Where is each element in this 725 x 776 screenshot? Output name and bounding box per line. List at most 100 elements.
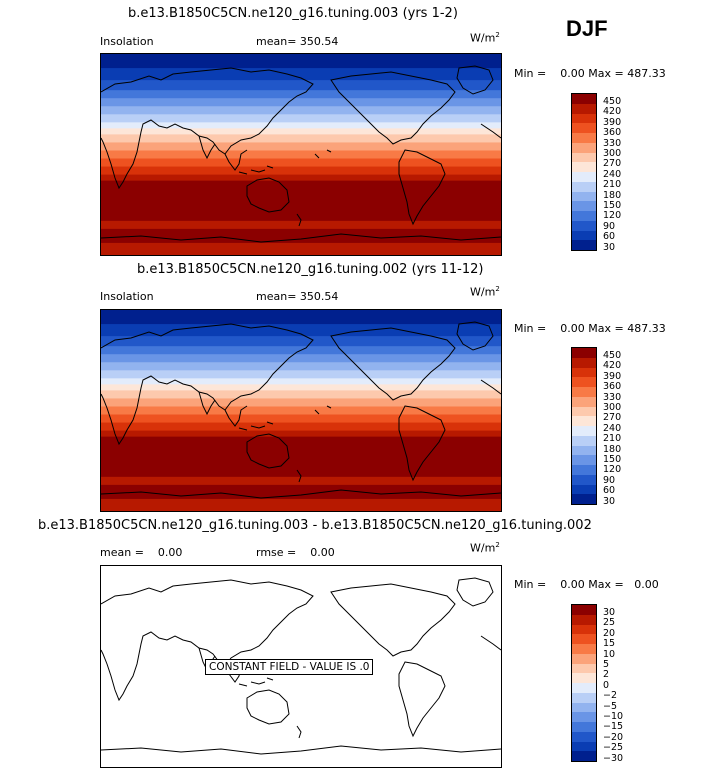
colorbar-swatch [572, 614, 596, 625]
colorbar-swatch [572, 722, 596, 732]
color-band [101, 106, 501, 115]
panel2-colorbar [571, 347, 597, 505]
colorbar-tick-label: 60 [603, 231, 616, 243]
color-band [101, 406, 501, 416]
color-band [101, 180, 501, 222]
colorbar-tick-label: 30 [603, 607, 616, 618]
colorbar-tick-label: 30 [603, 241, 616, 253]
panel2-field [101, 310, 501, 511]
panel3-title: b.e13.B1850C5CN.ne120_g16.tuning.003 - b… [38, 518, 592, 533]
coastline [456, 577, 494, 607]
coastline [330, 327, 456, 401]
constant-field-label: CONSTANT FIELD - VALUE IS .0 [205, 659, 374, 675]
panel3-minmax: Min = 0.00 Max = 0.00 [514, 578, 659, 591]
coastline [398, 405, 446, 482]
colorbar-tick-label: 270 [603, 412, 622, 424]
color-band [101, 54, 501, 69]
colorbar-tick-label: 420 [603, 360, 622, 372]
colorbar-swatch [572, 94, 596, 104]
color-band [101, 128, 501, 135]
coastline [398, 149, 446, 226]
colorbar-swatch [572, 377, 596, 387]
coastline [456, 321, 494, 351]
color-band [101, 122, 501, 129]
colorbar-swatch [572, 240, 596, 250]
color-band [101, 370, 501, 379]
panel1-color-bands [101, 54, 501, 255]
colorbar-swatch [572, 142, 596, 153]
colorbar-tick-label: 180 [603, 443, 622, 455]
panel3-rmse: rmse = 0.00 [256, 546, 335, 559]
coastline [101, 67, 314, 190]
colorbar-tick-label: 30 [603, 495, 616, 507]
color-band [101, 174, 501, 182]
color-band [101, 378, 501, 385]
coastline [238, 165, 274, 175]
colorbar-swatch [572, 387, 596, 397]
colorbar-tick-label: 20 [603, 627, 616, 639]
coastline [246, 689, 290, 725]
coastline [456, 65, 494, 95]
colorbar-swatch [572, 406, 596, 417]
colorbar-swatch [572, 455, 596, 465]
color-band [101, 398, 501, 408]
colorbar-tick-label: 390 [603, 116, 622, 128]
colorbar-tick-label: 330 [603, 137, 622, 149]
season-label: DJF [566, 16, 608, 41]
coastline [101, 489, 501, 499]
color-band [101, 242, 501, 255]
colorbar-swatch [572, 712, 596, 722]
panel1-mean: mean= 350.54 [256, 35, 339, 48]
colorbar-tick-label: 60 [603, 485, 616, 497]
colorbar-swatch [572, 644, 596, 654]
colorbar-tick-label: 120 [603, 210, 622, 222]
colorbar-swatch [572, 103, 596, 114]
color-band [101, 142, 501, 152]
panel1-coastlines [101, 65, 501, 243]
panel1-units: W/m2 [470, 31, 500, 45]
colorbar-swatch [572, 348, 596, 358]
colorbar-tick-label: −30 [603, 752, 624, 764]
panel1-minmax: Min = 0.00 Max = 487.33 [514, 67, 666, 80]
colorbar-swatch [572, 484, 596, 495]
colorbar-swatch [572, 702, 596, 713]
colorbar-swatch [572, 465, 596, 475]
colorbar-swatch [572, 357, 596, 368]
colorbar-swatch [572, 634, 596, 644]
coastline [238, 677, 274, 687]
panel3-mean: mean = 0.00 [100, 546, 183, 559]
colorbar-tick-label: 150 [603, 454, 622, 466]
panel1-colorbar-ticks: 450 420 390 360 330 300 270 240 210 180 150 120 90 60… [603, 96, 622, 253]
colorbar-tick-label: 210 [603, 433, 622, 445]
color-band [101, 228, 501, 244]
colorbar-tick-label: 390 [603, 370, 622, 382]
colorbar-swatch [572, 220, 596, 231]
panel2-coastlines [101, 321, 501, 499]
colorbar-swatch [572, 113, 596, 124]
colorbar-tick-label: 420 [603, 106, 622, 118]
color-band [101, 390, 501, 400]
coastline [238, 421, 274, 431]
coastline [296, 405, 332, 483]
colorbar-tick-label: 450 [603, 96, 622, 107]
color-band [101, 422, 501, 432]
colorbar-tick-label: 240 [603, 168, 622, 180]
colorbar-swatch [572, 624, 596, 635]
panel3-units: W/m2 [470, 541, 500, 555]
colorbar-tick-label: 180 [603, 189, 622, 201]
panel2-mean: mean= 350.54 [256, 290, 339, 303]
colorbar-tick-label: 10 [603, 648, 616, 660]
color-band [101, 310, 501, 325]
colorbar-tick-label: 360 [603, 381, 622, 393]
coastline [330, 583, 456, 657]
colorbar-tick-label: 300 [603, 148, 622, 160]
color-band [101, 220, 501, 230]
coastline [296, 149, 332, 227]
panel2-colorbar-ticks: 450 420 390 360 330 300 270 240 210 180 150 120 90 60… [603, 350, 622, 507]
color-band [101, 158, 501, 168]
colorbar-swatch [572, 426, 596, 436]
colorbar-swatch [572, 494, 596, 504]
panel1-colorbar [571, 93, 597, 251]
panel1-variable: Insolation [100, 35, 154, 48]
colorbar-tick-label: 15 [603, 638, 616, 650]
